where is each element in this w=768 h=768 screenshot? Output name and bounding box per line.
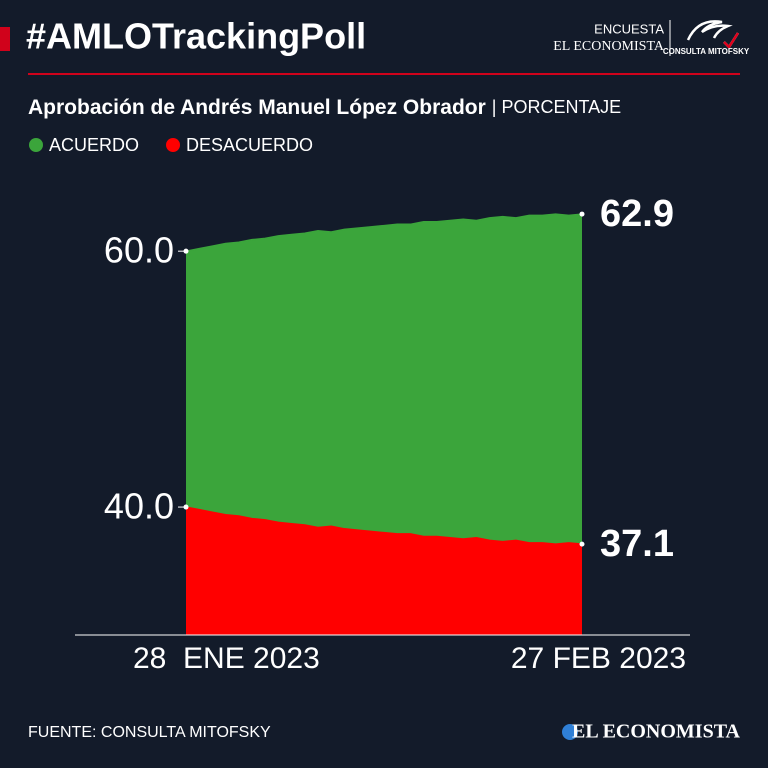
y-tick-label: 60.0 [104,230,174,271]
logo-top: ENCUESTA [594,21,664,36]
footer-brand: EL ECONOMISTA [572,721,741,743]
end-dot [579,211,585,217]
end-dot [579,541,585,547]
x-tick-label: 27 FEB 2023 [511,642,686,675]
area-line [185,506,583,545]
legend-swatch [29,138,43,152]
logo-partner: CONSULTA MITOFSKY [663,47,750,56]
area-line [185,213,583,252]
subtitle: Aprobación de Andrés Manuel López Obrado… [28,96,486,119]
end-value-label: 62.9 [600,193,674,235]
y-tick-label: 40.0 [104,486,174,527]
source: FUENTE: CONSULTA MITOFSKY [28,724,271,741]
legend-label: ACUERDO [49,135,139,155]
subtitle-row: Aprobación de Andrés Manuel López Obrado… [28,96,621,119]
logo-check [723,32,740,49]
footer-logo-icon [562,724,578,740]
end-value-label: 37.1 [600,523,674,565]
legend-label: DESACUERDO [186,135,313,155]
legend-swatch [166,138,181,152]
unit: | PORCENTAJE [492,97,621,117]
title: #AMLOTrackingPoll [26,16,366,57]
logo-brand: EL ECONOMISTA [553,39,665,54]
title-marker [0,27,10,51]
x-tick-label: 28 ENE 2023 [133,642,320,675]
tick-dot [183,248,189,254]
tick-dot [183,504,189,510]
